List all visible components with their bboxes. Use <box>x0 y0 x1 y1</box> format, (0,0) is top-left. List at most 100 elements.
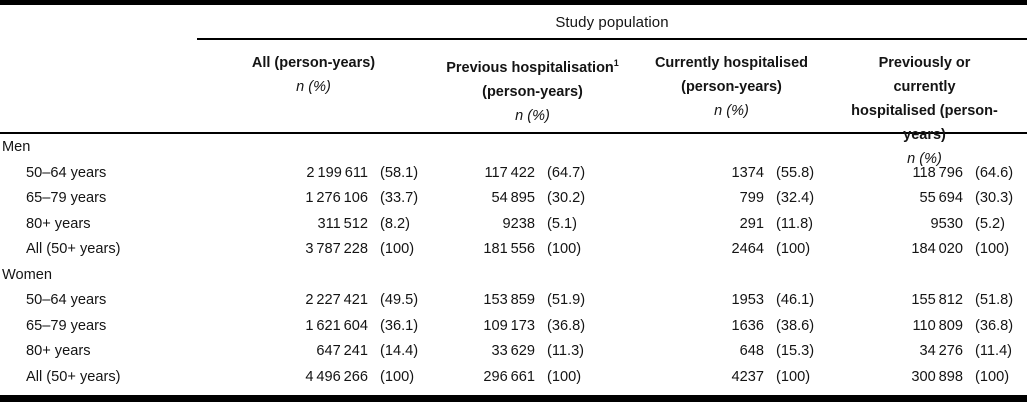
cell-n: 110 809 <box>912 317 963 334</box>
cell-current: 1374 (55.8) <box>635 161 850 187</box>
cell-current: 1636 (38.6) <box>635 314 850 340</box>
cell-pct: (14.4) <box>380 343 419 359</box>
cell-pct: (55.8) <box>776 164 815 181</box>
column-header-line: (person-years) <box>681 79 782 95</box>
spanner-title: Study population <box>197 5 1027 40</box>
column-header-line: hospitalised (person-years) <box>851 103 998 143</box>
row-label: 65–79 years <box>26 317 107 334</box>
cell-n: 1636 <box>731 317 764 334</box>
column-header-row: All (person-years) n (%) Previous hospit… <box>0 40 1027 167</box>
cell-current: 2464 (100) <box>635 237 850 263</box>
cell-previously-or-currently: 300 898 (100) <box>850 365 1027 391</box>
cell-pct: (30.3) <box>975 190 1014 206</box>
section-label: Men <box>2 139 31 155</box>
section-row-men: Men <box>0 135 1027 161</box>
section-label: Women <box>2 266 53 283</box>
column-header-text: Previous hospitalisation <box>446 59 614 76</box>
cell-previously-or-currently: 155 812 (51.8) <box>850 288 1027 314</box>
cell-all: 1 276 106 (33.7) <box>197 186 430 212</box>
cell-pct: (38.6) <box>776 317 815 334</box>
row-label: 50–64 years <box>26 292 107 308</box>
row-label: All (50+ years) <box>26 368 121 385</box>
pct-label: (%) <box>919 151 942 167</box>
cell-pct: (5.1) <box>547 215 578 232</box>
section-row-women: Women <box>0 263 1027 289</box>
cell-pct: (36.1) <box>380 317 419 334</box>
cell-all: 3 787 228 (100) <box>197 237 430 263</box>
column-header-line: (person-years) <box>482 83 583 100</box>
cell-pct: (15.3) <box>776 343 815 359</box>
cell-previously-or-currently: 55 694 (30.3) <box>850 186 1027 212</box>
cell-n: 799 <box>739 190 764 206</box>
cell-n: 55 694 <box>919 190 963 206</box>
cell-pct: (100) <box>547 368 582 385</box>
cell-previously-or-currently: 184 020 (100) <box>850 237 1027 263</box>
pct-label: (%) <box>726 103 749 119</box>
cell-current: 1953 (46.1) <box>635 288 850 314</box>
cell-current: 648 (15.3) <box>635 339 850 365</box>
cell-n: 4 496 266 <box>305 368 368 385</box>
cell-pct: (11.4) <box>975 343 1013 359</box>
cell-pct: (100) <box>380 241 415 257</box>
cell-n: 184 020 <box>911 241 963 257</box>
cell-pct: (64.6) <box>975 164 1014 181</box>
cell-previously-or-currently: 34 276 (11.4) <box>850 339 1027 365</box>
cell-n: 118 796 <box>912 164 963 181</box>
cell-n: 1374 <box>731 164 764 181</box>
cell-previous: 109 173 (36.8) <box>430 314 635 340</box>
row-label: 65–79 years <box>26 190 107 206</box>
cell-pct: (100) <box>776 241 811 257</box>
row-label: 80+ years <box>26 343 91 359</box>
table-row: 50–64 years 2 227 421 (49.5) 153 859 (51.9… <box>0 288 1027 314</box>
cell-previously-or-currently: 118 796 (64.6) <box>850 161 1027 187</box>
cell-n: 648 <box>739 343 764 359</box>
stub-cell <box>0 5 197 40</box>
cell-n: 647 241 <box>316 343 368 359</box>
column-header-line: Previously or currently <box>878 55 971 95</box>
cell-n: 117 422 <box>484 164 535 181</box>
cell-all: 311 512 (8.2) <box>197 212 430 238</box>
n-label: n <box>296 79 305 95</box>
cell-pct: (5.2) <box>975 215 1006 232</box>
cell-pct: (100) <box>776 368 811 385</box>
pct-label: (%) <box>527 107 550 124</box>
table-row: 80+ years 311 512 (8.2) 9238 (5.1) 291 (11.… <box>0 212 1027 238</box>
column-header-n-pct: n (%) <box>430 104 635 128</box>
table-row: 65–79 years 1 621 604 (36.1) 109 173 (36.8… <box>0 314 1027 340</box>
cell-pct: (64.7) <box>547 164 586 181</box>
cell-current: 799 (32.4) <box>635 186 850 212</box>
cell-pct: (11.8) <box>776 215 814 232</box>
cell-pct: (33.7) <box>380 190 419 206</box>
cell-n: 9530 <box>930 215 963 232</box>
cell-n: 2464 <box>731 241 764 257</box>
table-row: All (50+ years) 4 496 266 (100) 296 661 (1… <box>0 365 1027 391</box>
cell-pct: (36.8) <box>975 317 1014 334</box>
column-header-n-pct: n (%) <box>850 147 999 171</box>
cell-pct: (46.1) <box>776 292 815 308</box>
bottom-rule <box>0 395 1027 402</box>
cell-previous: 296 661 (100) <box>430 365 635 391</box>
cell-current: 4237 (100) <box>635 365 850 391</box>
cell-pct: (8.2) <box>380 215 411 232</box>
n-label: n <box>907 151 916 167</box>
cell-n: 54 895 <box>491 190 535 206</box>
top-rule <box>0 0 1027 5</box>
cell-n: 34 276 <box>919 343 963 359</box>
column-header-line: All (person-years) <box>251 55 376 71</box>
cell-all: 2 199 611 (58.1) <box>197 161 430 187</box>
cell-all: 2 227 421 (49.5) <box>197 288 430 314</box>
cell-n: 1 621 604 <box>305 317 368 334</box>
cell-n: 1953 <box>731 292 764 308</box>
cell-n: 291 <box>739 215 764 232</box>
pct-label: (%) <box>308 79 331 95</box>
row-label: 50–64 years <box>26 164 107 181</box>
table-row: All (50+ years) 3 787 228 (100) 181 556 (1… <box>0 237 1027 263</box>
cell-n: 300 898 <box>911 368 963 385</box>
cell-previous: 9238 (5.1) <box>430 212 635 238</box>
cell-previously-or-currently: 9530 (5.2) <box>850 212 1027 238</box>
cell-pct: (51.9) <box>547 292 586 308</box>
header-rule <box>0 132 1027 134</box>
table-row: 80+ years 647 241 (14.4) 33 629 (11.3) 648… <box>0 339 1027 365</box>
cell-pct: (51.8) <box>975 292 1014 308</box>
